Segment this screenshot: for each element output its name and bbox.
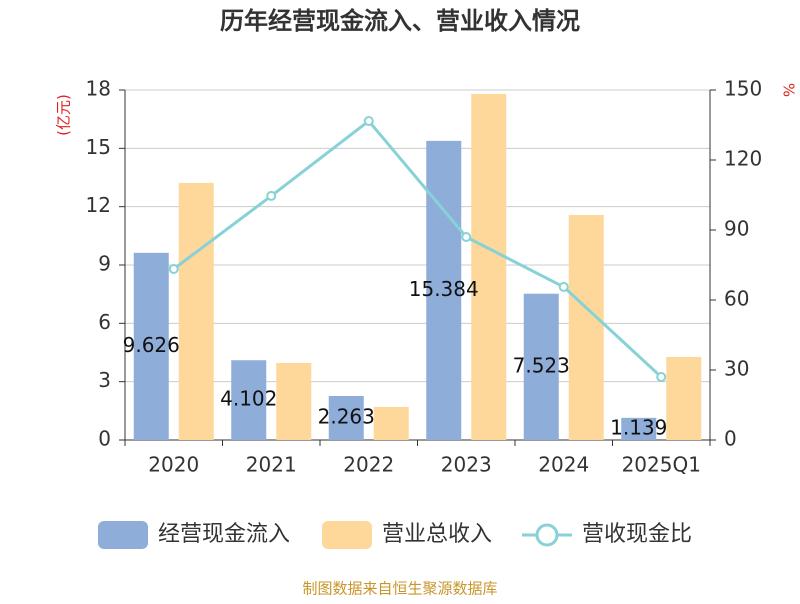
y-tick-label: 3	[98, 368, 111, 392]
bar	[568, 215, 604, 440]
legend-swatch	[322, 521, 372, 549]
y-axis-label: (亿元)	[55, 94, 73, 136]
line-point	[656, 372, 667, 382]
data-label: 2.263	[318, 404, 375, 428]
bar	[471, 93, 507, 440]
chart-title: 历年经营现金流入、营业收入情况	[220, 7, 580, 35]
line-point	[266, 190, 277, 201]
legend-label: 营收现金比	[582, 522, 692, 547]
x-tick-label: 2021	[246, 453, 297, 477]
legend-swatch	[535, 523, 559, 547]
x-tick-label: 2020	[148, 453, 199, 477]
y-tick-label: 12	[86, 193, 111, 217]
y-tick-label: 9	[98, 252, 111, 276]
bar	[276, 363, 312, 440]
bar	[523, 293, 559, 440]
source-note: 制图数据来自恒生聚源数据库	[302, 580, 497, 598]
y2-tick-label: 30	[724, 357, 749, 381]
data-label: 7.523	[513, 353, 570, 377]
data-label: 1.139	[610, 415, 667, 439]
legend-swatch	[98, 521, 148, 549]
bar	[231, 360, 267, 440]
line-point	[363, 116, 374, 127]
x-tick-label: 2023	[441, 453, 492, 477]
line-point	[558, 281, 569, 292]
y2-tick-label: 90	[724, 217, 749, 241]
y2-tick-label: 150	[724, 77, 762, 101]
y2-tick-label: 60	[724, 287, 749, 311]
legend-label: 营业总收入	[382, 522, 492, 547]
bar	[178, 182, 214, 440]
bar	[426, 140, 462, 440]
legend-label: 经营现金流入	[158, 522, 290, 547]
data-label: 4.102	[220, 387, 277, 411]
x-tick-label: 2025Q1	[622, 453, 701, 477]
bar	[133, 252, 169, 440]
data-label: 9.626	[123, 333, 180, 357]
y-tick-label: 18	[86, 77, 111, 101]
bar	[373, 406, 409, 440]
bar	[666, 356, 702, 440]
bar	[328, 395, 364, 440]
y-tick-label: 6	[98, 310, 111, 334]
data-label: 15.384	[409, 277, 479, 301]
line-point	[461, 232, 472, 242]
y-tick-label: 15	[86, 135, 111, 159]
y2-tick-label: 120	[724, 147, 762, 171]
x-tick-label: 2024	[538, 453, 589, 477]
y2-axis-label: %	[780, 83, 798, 97]
y-tick-label: 0	[98, 427, 111, 451]
x-tick-label: 2022	[343, 453, 394, 477]
line-point	[168, 263, 179, 274]
bar	[621, 417, 657, 440]
y2-tick-label: 0	[724, 427, 737, 451]
line	[172, 118, 663, 379]
